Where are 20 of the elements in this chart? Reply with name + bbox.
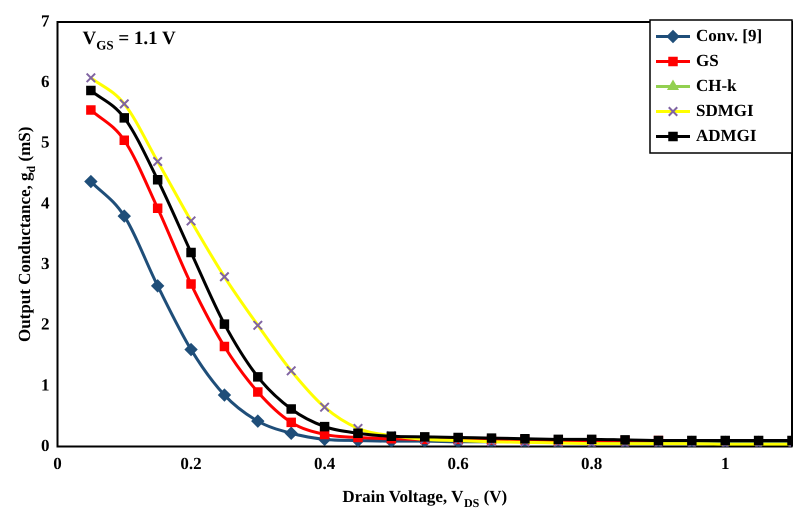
x-tick-label: 0 (53, 454, 62, 474)
x-tick-label: 0.8 (581, 454, 602, 474)
x-tick-label: 0.2 (180, 454, 202, 474)
y-tick-label: 2 (41, 314, 50, 334)
legend-label: CH-k (696, 76, 738, 95)
x-tick-label: 0.6 (448, 454, 469, 474)
legend-label: GS (696, 50, 719, 70)
y-tick-label: 7 (41, 11, 50, 30)
x-tick-label: 1 (720, 454, 730, 474)
x-tick-label: 0.4 (314, 454, 336, 474)
y-tick-label: 0 (41, 436, 50, 455)
legend-label: SDMGI (696, 100, 754, 120)
y-tick-label: 1 (41, 375, 50, 394)
legend-label: ADMGI (696, 126, 757, 145)
legend-label: Conv. [9] (696, 26, 762, 45)
y-axis-title: Output Conductance, gd (mS) (15, 126, 38, 342)
y-tick-label: 5 (41, 132, 50, 152)
y-tick-label: 4 (41, 193, 50, 212)
y-tick-label: 6 (41, 72, 50, 92)
y-tick-label: 3 (41, 254, 50, 274)
